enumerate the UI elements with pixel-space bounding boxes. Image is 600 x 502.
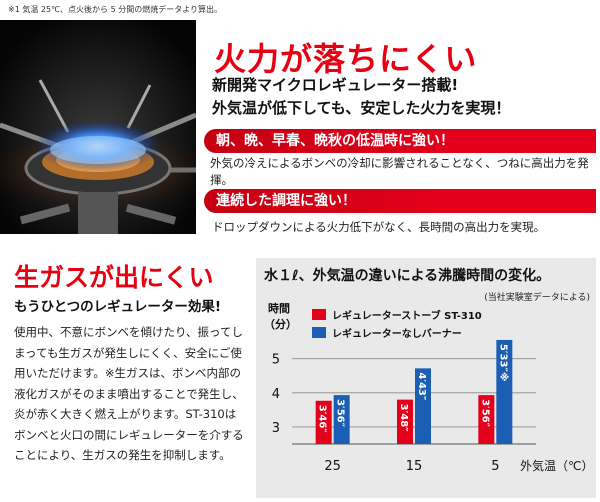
body-low-temperature: 外気の冷えによるボンベの冷却に影響されることなく、つねに高出力を発揮。 xyxy=(210,156,589,187)
bar-no-regulator-5 xyxy=(496,339,513,444)
boiling-time-chart: 水１ℓ、外気温の違いによる沸騰時間の変化。 (当社実験室データによる) 時間 （… xyxy=(256,258,596,498)
subheading-regulator: 新開発マイクロレギュレーター搭載! xyxy=(212,76,459,94)
burner-flame-photo xyxy=(0,20,196,234)
body-continuous-cooking: ドロップダウンによる火力低下がなく、長時間の高出力を実現。 xyxy=(212,220,546,234)
chart-title: 水１ℓ、外気温の違いによる沸騰時間の変化。 xyxy=(264,267,550,284)
subheading-stable-flame: 外気温が低下しても、安定した火力を実現！ xyxy=(212,99,511,117)
legend-label-no-regulator: レギュレーターなしバーナー xyxy=(332,327,462,340)
bar-no-regulator-15 xyxy=(415,368,431,444)
bar-value-label-no-regulator-5: 5′33″※ xyxy=(497,344,509,382)
ribbon-continuous-cooking: 連続した調理に強い！ xyxy=(204,189,596,213)
bar-st310-5 xyxy=(478,395,495,444)
ribbon-low-temperature: 朝、晩、早春、晩秋の低温時に強い！ xyxy=(204,129,596,153)
plot-area: 3 4 5 3′46″ 3′56″ 25 3′48″ 4′43″ 15 3′56″ 5′33″※ 5 xyxy=(272,339,536,474)
x-tick-label-25: 25 xyxy=(324,459,341,474)
legend-swatch-st310 xyxy=(312,309,326,320)
headline-raw-gas: 生ガスが出にくい xyxy=(14,263,214,292)
footnote: ※1 気温 25℃、点火後から 5 分間の燃焼データより算出。 xyxy=(8,5,223,14)
chart-note: (当社実験室データによる) xyxy=(484,291,590,303)
boiling-time-chart-svg: 水１ℓ、外気温の違いによる沸騰時間の変化。 (当社実験室データによる) 時間 （… xyxy=(264,267,593,474)
x-tick-label-15: 15 xyxy=(406,459,423,474)
y-tick-label-4: 4 xyxy=(272,387,280,402)
bar-value-label-st310-25: 3′46″ xyxy=(317,405,328,434)
y-tick-label-5: 5 xyxy=(272,353,280,368)
bar-st310-15 xyxy=(397,399,413,444)
y-tick-label-3: 3 xyxy=(272,421,280,436)
body-raw-gas: 使用中、不意にボンベを傾けたり、振ってしまっても生ガスが発生しにくく、安全にご使… xyxy=(14,325,244,462)
y-axis-unit: （分） xyxy=(264,317,297,331)
headline-flame-stable: 火力が落ちにくい xyxy=(214,40,478,78)
bar-value-label-st310-5: 3′56″ xyxy=(479,399,490,428)
subheading-regulator-effect: もうひとつのレギュレーター効果! xyxy=(14,299,222,315)
x-axis-label: 外気温（℃） xyxy=(520,458,593,473)
legend-swatch-no-regulator xyxy=(312,327,326,338)
legend-label-st310: レギュレーターストーブ ST-310 xyxy=(332,309,482,322)
bar-st310-25 xyxy=(315,400,332,444)
bar-value-label-st310-15: 3′48″ xyxy=(398,404,409,433)
x-tick-label-5: 5 xyxy=(491,459,499,474)
y-axis-label: 時間 xyxy=(268,301,290,315)
bar-no-regulator-25 xyxy=(333,395,350,444)
bar-value-label-no-regulator-15: 4′43″ xyxy=(416,372,427,401)
bar-value-label-no-regulator-25: 3′56″ xyxy=(335,399,346,428)
